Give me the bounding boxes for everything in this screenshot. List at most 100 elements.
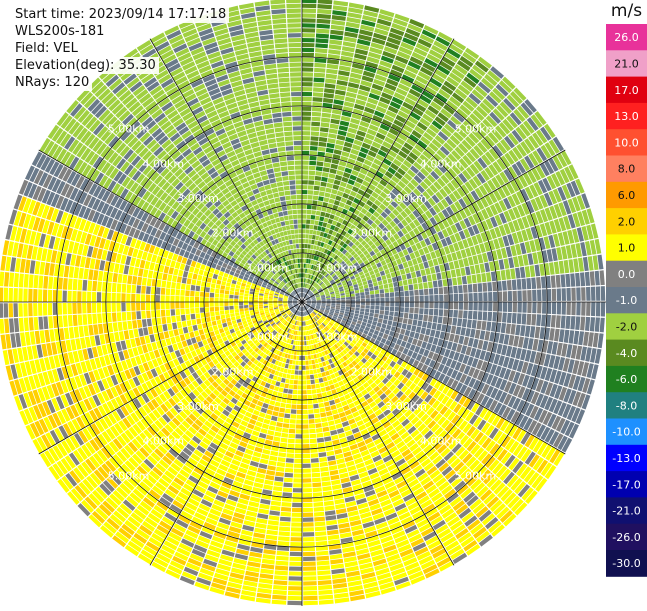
- velocity-bin: [257, 588, 272, 594]
- velocity-bin: [315, 521, 326, 526]
- velocity-bin: [292, 365, 296, 370]
- velocity-bin: [295, 365, 299, 369]
- velocity-bin: [270, 421, 277, 427]
- velocity-bin: [319, 452, 327, 457]
- velocity-bin: [405, 267, 411, 273]
- velocity-bin: [562, 288, 567, 301]
- velocity-bin: [391, 326, 396, 332]
- velocity-bin: [427, 275, 432, 282]
- velocity-bin: [302, 351, 305, 355]
- velocity-bin: [530, 265, 536, 277]
- velocity-bin: [315, 423, 322, 428]
- velocity-bin: [299, 326, 301, 330]
- velocity-bin: [337, 463, 346, 469]
- velocity-bin: [318, 142, 326, 147]
- velocity-bin: [554, 262, 560, 275]
- velocity-bin: [383, 279, 388, 284]
- velocity-bin: [420, 302, 424, 308]
- velocity-bin: [595, 271, 600, 286]
- velocity-bin: [386, 273, 391, 278]
- velocity-bin: [278, 536, 290, 541]
- velocity-bin: [295, 444, 302, 448]
- velocity-bin: [520, 325, 526, 336]
- velocity-bin: [417, 277, 422, 283]
- velocity-bin: [302, 380, 306, 384]
- velocity-bin: [310, 141, 318, 146]
- velocity-bin: [492, 312, 497, 322]
- velocity-bin: [338, 130, 347, 136]
- velocity-bin: [290, 557, 303, 561]
- velocity-bin: [295, 439, 302, 443]
- velocity-bin: [375, 310, 380, 314]
- velocity-bin: [275, 381, 280, 386]
- velocity-bin: [302, 205, 307, 209]
- velocity-bin: [424, 295, 428, 301]
- velocity-bin: [434, 295, 438, 302]
- velocity-bin: [317, 570, 330, 575]
- velocity-bin: [306, 224, 310, 228]
- velocity-bin: [277, 417, 283, 422]
- velocity-bin: [356, 296, 360, 299]
- velocity-bin: [336, 458, 345, 464]
- velocity-bin: [549, 262, 555, 275]
- velocity-bin: [418, 314, 423, 320]
- velocity-bin: [470, 329, 476, 338]
- velocity-bin: [330, 559, 343, 565]
- velocity-bin: [295, 449, 302, 453]
- velocity-bin: [267, 465, 276, 471]
- velocity-bin: [505, 269, 511, 280]
- velocity-bin: [449, 302, 453, 309]
- velocity-bin: [273, 486, 283, 491]
- velocity-bin: [318, 442, 325, 447]
- velocity-bin: [337, 407, 344, 413]
- velocity-bin: [303, 522, 314, 527]
- velocity-bin: [280, 517, 291, 522]
- velocity-bin: [302, 244, 305, 248]
- velocity-bin: [402, 323, 407, 329]
- velocity-bin: [310, 434, 317, 439]
- velocity-bin: [280, 383, 285, 388]
- velocity-bin: [321, 476, 330, 481]
- velocity-bin: [316, 231, 320, 236]
- velocity-bin: [364, 312, 369, 316]
- velocity-bin: [326, 303, 330, 305]
- velocity-bin: [457, 318, 462, 326]
- velocity-bin: [460, 327, 466, 336]
- velocity-bin: [302, 346, 304, 350]
- velocity-bin: [302, 67, 313, 71]
- velocity-bin: [330, 430, 337, 436]
- velocity-bin: [554, 329, 560, 342]
- velocity-bin: [281, 507, 291, 512]
- velocity-bin: [259, 463, 268, 469]
- velocity-bin: [518, 302, 522, 313]
- velocity-bin: [313, 487, 322, 492]
- velocity-bin: [272, 411, 278, 416]
- velocity-bin: [591, 302, 596, 316]
- velocity-bin: [312, 364, 316, 369]
- velocity-bin: [306, 259, 309, 263]
- velocity-bin: [330, 168, 337, 174]
- velocity-bin: [432, 274, 437, 281]
- velocity-bin: [522, 290, 527, 301]
- velocity-bin: [310, 245, 313, 250]
- velocity-bin: [260, 499, 270, 505]
- velocity-bin: [419, 263, 425, 270]
- velocity-bin: [541, 315, 546, 327]
- velocity-bin: [329, 400, 335, 406]
- velocity-bin: [296, 361, 299, 365]
- velocity-bin: [308, 414, 314, 419]
- velocity-bin: [335, 503, 346, 509]
- velocity-bin: [302, 371, 306, 375]
- velocity-bin: [503, 291, 507, 301]
- velocity-bin: [272, 600, 287, 605]
- velocity-bin: [530, 326, 536, 338]
- velocity-bin: [302, 215, 306, 219]
- velocity-bin: [438, 316, 443, 323]
- velocity-bin: [425, 268, 431, 275]
- velocity-bin: [409, 308, 414, 314]
- velocity-bin: [360, 311, 365, 315]
- velocity-bin: [418, 283, 423, 289]
- velocity-bin: [324, 436, 331, 441]
- velocity-bin: [285, 463, 293, 468]
